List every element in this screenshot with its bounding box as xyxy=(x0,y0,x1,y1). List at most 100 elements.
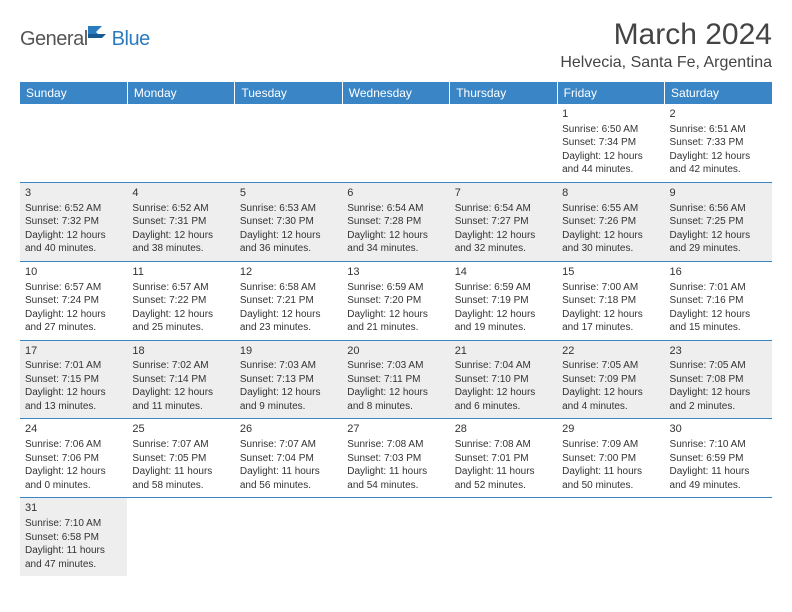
daylight-text: Daylight: 12 hours and 44 minutes. xyxy=(562,150,659,177)
sunset-text: Sunset: 7:03 PM xyxy=(347,452,444,466)
sunset-text: Sunset: 6:59 PM xyxy=(670,452,767,466)
sunrise-text: Sunrise: 7:05 AM xyxy=(670,359,767,373)
sunset-text: Sunset: 7:34 PM xyxy=(562,136,659,150)
daylight-text: Daylight: 12 hours and 4 minutes. xyxy=(562,386,659,413)
calendar-day-cell: 21Sunrise: 7:04 AMSunset: 7:10 PMDayligh… xyxy=(450,340,557,419)
sunset-text: Sunset: 7:06 PM xyxy=(25,452,122,466)
daylight-text: Daylight: 12 hours and 36 minutes. xyxy=(240,229,337,256)
weekday-header: Thursday xyxy=(450,82,557,104)
calendar-empty-cell xyxy=(342,104,449,182)
calendar-day-cell: 5Sunrise: 6:53 AMSunset: 7:30 PMDaylight… xyxy=(235,182,342,261)
day-number: 20 xyxy=(347,344,444,359)
sunrise-text: Sunrise: 7:03 AM xyxy=(347,359,444,373)
sunrise-text: Sunrise: 7:04 AM xyxy=(455,359,552,373)
sunrise-text: Sunrise: 6:56 AM xyxy=(670,202,767,216)
daylight-text: Daylight: 12 hours and 32 minutes. xyxy=(455,229,552,256)
calendar-empty-cell xyxy=(235,498,342,576)
calendar-week-row: 10Sunrise: 6:57 AMSunset: 7:24 PMDayligh… xyxy=(20,261,772,340)
sunrise-text: Sunrise: 6:52 AM xyxy=(132,202,229,216)
calendar-body: 1Sunrise: 6:50 AMSunset: 7:34 PMDaylight… xyxy=(20,104,772,576)
sunrise-text: Sunrise: 6:50 AM xyxy=(562,123,659,137)
calendar-day-cell: 27Sunrise: 7:08 AMSunset: 7:03 PMDayligh… xyxy=(342,419,449,498)
daylight-text: Daylight: 11 hours and 54 minutes. xyxy=(347,465,444,492)
daylight-text: Daylight: 12 hours and 23 minutes. xyxy=(240,308,337,335)
calendar-day-cell: 7Sunrise: 6:54 AMSunset: 7:27 PMDaylight… xyxy=(450,182,557,261)
daylight-text: Daylight: 11 hours and 56 minutes. xyxy=(240,465,337,492)
day-number: 11 xyxy=(132,265,229,280)
sunset-text: Sunset: 7:24 PM xyxy=(25,294,122,308)
weekday-header: Friday xyxy=(557,82,664,104)
page-title: March 2024 xyxy=(560,18,772,52)
calendar-day-cell: 25Sunrise: 7:07 AMSunset: 7:05 PMDayligh… xyxy=(127,419,234,498)
calendar-empty-cell xyxy=(450,104,557,182)
sunrise-text: Sunrise: 7:01 AM xyxy=(670,281,767,295)
calendar-empty-cell xyxy=(127,498,234,576)
calendar-day-cell: 19Sunrise: 7:03 AMSunset: 7:13 PMDayligh… xyxy=(235,340,342,419)
sunset-text: Sunset: 7:04 PM xyxy=(240,452,337,466)
sunset-text: Sunset: 7:09 PM xyxy=(562,373,659,387)
daylight-text: Daylight: 12 hours and 42 minutes. xyxy=(670,150,767,177)
daylight-text: Daylight: 12 hours and 2 minutes. xyxy=(670,386,767,413)
calendar-day-cell: 30Sunrise: 7:10 AMSunset: 6:59 PMDayligh… xyxy=(665,419,772,498)
calendar-day-cell: 24Sunrise: 7:06 AMSunset: 7:06 PMDayligh… xyxy=(20,419,127,498)
daylight-text: Daylight: 12 hours and 34 minutes. xyxy=(347,229,444,256)
sunrise-text: Sunrise: 6:53 AM xyxy=(240,202,337,216)
logo-text-general: General xyxy=(20,28,88,51)
title-block: March 2024 Helvecia, Santa Fe, Argentina xyxy=(560,18,772,72)
sunrise-text: Sunrise: 7:03 AM xyxy=(240,359,337,373)
sunrise-text: Sunrise: 6:51 AM xyxy=(670,123,767,137)
calendar-day-cell: 29Sunrise: 7:09 AMSunset: 7:00 PMDayligh… xyxy=(557,419,664,498)
daylight-text: Daylight: 12 hours and 6 minutes. xyxy=(455,386,552,413)
day-number: 17 xyxy=(25,344,122,359)
daylight-text: Daylight: 12 hours and 38 minutes. xyxy=(132,229,229,256)
calendar-header: SundayMondayTuesdayWednesdayThursdayFrid… xyxy=(20,82,772,104)
sunrise-text: Sunrise: 7:05 AM xyxy=(562,359,659,373)
sunrise-text: Sunrise: 7:10 AM xyxy=(670,438,767,452)
day-number: 28 xyxy=(455,422,552,437)
location-text: Helvecia, Santa Fe, Argentina xyxy=(560,54,772,72)
day-number: 16 xyxy=(670,265,767,280)
day-number: 19 xyxy=(240,344,337,359)
calendar-day-cell: 8Sunrise: 6:55 AMSunset: 7:26 PMDaylight… xyxy=(557,182,664,261)
day-number: 14 xyxy=(455,265,552,280)
sunset-text: Sunset: 7:08 PM xyxy=(670,373,767,387)
daylight-text: Daylight: 11 hours and 50 minutes. xyxy=(562,465,659,492)
calendar-day-cell: 17Sunrise: 7:01 AMSunset: 7:15 PMDayligh… xyxy=(20,340,127,419)
calendar-empty-cell xyxy=(557,498,664,576)
sunrise-text: Sunrise: 7:01 AM xyxy=(25,359,122,373)
calendar-day-cell: 4Sunrise: 6:52 AMSunset: 7:31 PMDaylight… xyxy=(127,182,234,261)
day-number: 31 xyxy=(25,501,122,516)
day-number: 9 xyxy=(670,186,767,201)
logo: General Blue xyxy=(20,24,150,55)
sunset-text: Sunset: 7:30 PM xyxy=(240,215,337,229)
logo-text-blue: Blue xyxy=(112,28,150,51)
daylight-text: Daylight: 12 hours and 29 minutes. xyxy=(670,229,767,256)
sunset-text: Sunset: 7:13 PM xyxy=(240,373,337,387)
sunset-text: Sunset: 7:18 PM xyxy=(562,294,659,308)
sunrise-text: Sunrise: 6:52 AM xyxy=(25,202,122,216)
calendar-week-row: 24Sunrise: 7:06 AMSunset: 7:06 PMDayligh… xyxy=(20,419,772,498)
calendar-day-cell: 11Sunrise: 6:57 AMSunset: 7:22 PMDayligh… xyxy=(127,261,234,340)
day-number: 30 xyxy=(670,422,767,437)
daylight-text: Daylight: 12 hours and 13 minutes. xyxy=(25,386,122,413)
calendar-day-cell: 13Sunrise: 6:59 AMSunset: 7:20 PMDayligh… xyxy=(342,261,449,340)
sunset-text: Sunset: 7:26 PM xyxy=(562,215,659,229)
sunrise-text: Sunrise: 7:08 AM xyxy=(347,438,444,452)
day-number: 27 xyxy=(347,422,444,437)
sunrise-text: Sunrise: 6:58 AM xyxy=(240,281,337,295)
header: General Blue March 2024 Helvecia, Santa … xyxy=(20,18,772,72)
calendar-day-cell: 3Sunrise: 6:52 AMSunset: 7:32 PMDaylight… xyxy=(20,182,127,261)
weekday-header: Saturday xyxy=(665,82,772,104)
daylight-text: Daylight: 12 hours and 0 minutes. xyxy=(25,465,122,492)
sunrise-text: Sunrise: 7:08 AM xyxy=(455,438,552,452)
calendar-empty-cell xyxy=(235,104,342,182)
calendar-day-cell: 26Sunrise: 7:07 AMSunset: 7:04 PMDayligh… xyxy=(235,419,342,498)
sunrise-text: Sunrise: 6:57 AM xyxy=(25,281,122,295)
calendar-day-cell: 28Sunrise: 7:08 AMSunset: 7:01 PMDayligh… xyxy=(450,419,557,498)
calendar-day-cell: 2Sunrise: 6:51 AMSunset: 7:33 PMDaylight… xyxy=(665,104,772,182)
sunset-text: Sunset: 7:32 PM xyxy=(25,215,122,229)
sunrise-text: Sunrise: 7:10 AM xyxy=(25,517,122,531)
daylight-text: Daylight: 11 hours and 47 minutes. xyxy=(25,544,122,571)
calendar-empty-cell xyxy=(342,498,449,576)
calendar-day-cell: 10Sunrise: 6:57 AMSunset: 7:24 PMDayligh… xyxy=(20,261,127,340)
